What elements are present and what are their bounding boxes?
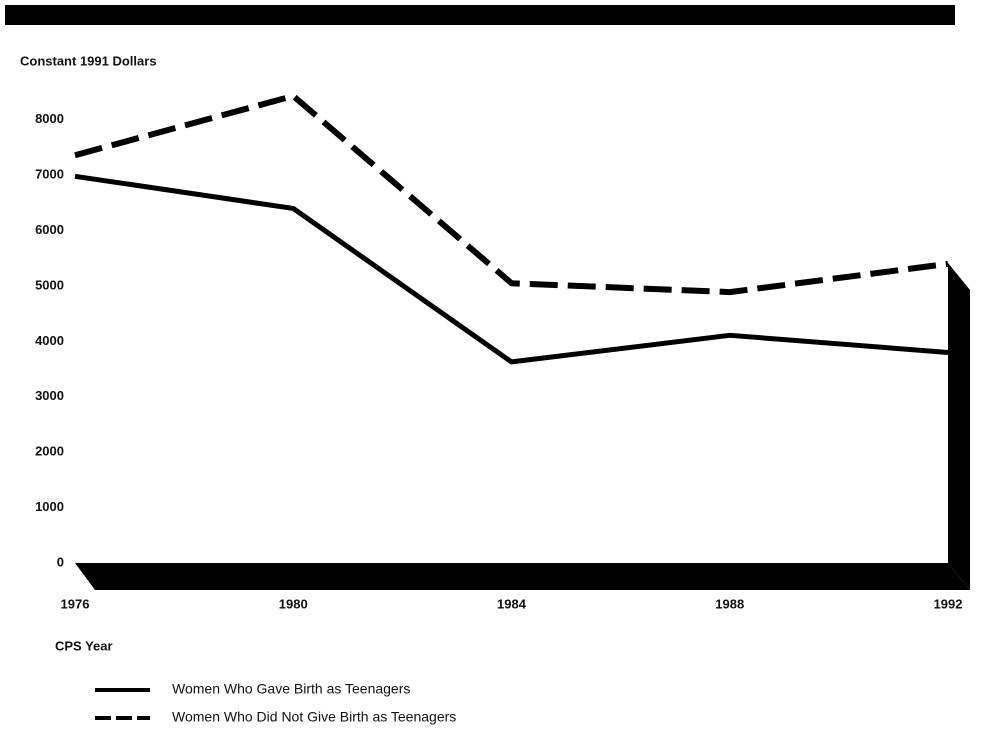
x-tick-label: 1988 [715,596,744,611]
x-axis-label: CPS Year [55,638,113,653]
x-tick-label: 1984 [497,596,527,611]
legend-label: Women Who Gave Birth as Teenagers [172,681,410,697]
side-wall [948,263,970,590]
y-tick-label: 1000 [35,499,64,514]
floor [75,563,970,590]
series-line [74,92,949,296]
y-tick-label: 2000 [35,444,64,459]
top-bar [5,5,955,25]
y-tick-label: 4000 [35,333,64,348]
y-axis-label: Constant 1991 Dollars [20,53,157,68]
series-line [74,173,949,365]
y-tick-label: 7000 [35,167,64,182]
y-tick-label: 0 [57,554,64,569]
legend-label: Women Who Did Not Give Birth as Teenager… [172,709,456,725]
y-tick-label: 5000 [35,277,64,292]
y-tick-label: 6000 [35,222,64,237]
x-tick-label: 1992 [934,596,963,611]
y-tick-label: 3000 [35,388,64,403]
x-tick-label: 1976 [61,596,90,611]
x-tick-label: 1980 [279,596,308,611]
y-tick-label: 8000 [35,111,64,126]
